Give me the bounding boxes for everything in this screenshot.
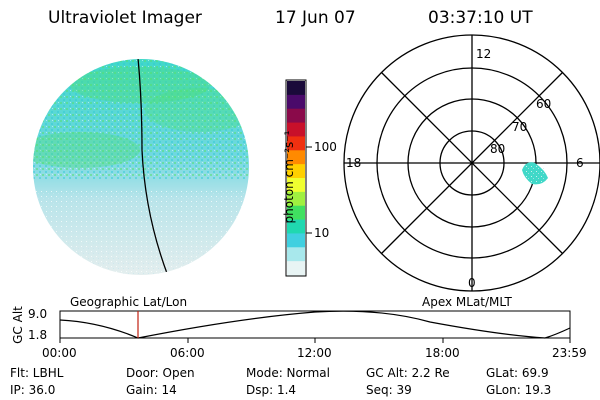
mlt-label-18: 18 (346, 156, 362, 170)
timeline-xtick-4: 23:59 (552, 346, 587, 360)
mlt-label-6: 6 (576, 156, 584, 170)
timeline-ytick-bottom: 1.8 (28, 328, 48, 342)
mlat-label-60: 60 (536, 97, 552, 111)
colorbar-tick-10: 10 (314, 226, 330, 240)
mlt-label-12: 12 (476, 47, 492, 61)
colorbar-segment (287, 94, 305, 110)
colorbar (285, 79, 312, 277)
timeline-ytick-top: 9.0 (28, 307, 48, 321)
info-dsp: Dsp: 1.4 (246, 383, 297, 397)
time-label: 03:37:10 UT (428, 8, 533, 28)
colorbar-segment (287, 81, 305, 96)
mlat-label-80: 80 (490, 142, 506, 156)
colorbar-segment (287, 136, 305, 151)
info-gain: Gain: 14 (126, 383, 177, 397)
colorbar-tick-100: 100 (314, 140, 337, 154)
auroral-blob (522, 162, 548, 185)
info-glon: GLon: 19.3 (486, 383, 552, 397)
info-mode: Mode: Normal (246, 366, 330, 380)
colorbar-segment (287, 122, 305, 137)
colorbar-segment (287, 191, 305, 207)
apex-caption: Apex MLat/MLT (422, 295, 512, 309)
timeline-ylabel: GC Alt (11, 306, 25, 344)
timeline-xtick-2: 12:00 (297, 346, 332, 360)
info-gcalt: GC Alt: 2.2 Re (366, 366, 450, 380)
mlt-label-0: 0 (468, 276, 476, 290)
orbit-timeline (59, 310, 571, 343)
terminator-line (137, 59, 169, 275)
date-label: 17 Jun 07 (275, 8, 356, 28)
colorbar-segment (287, 247, 305, 262)
instrument-title: Ultraviolet Imager (48, 8, 202, 28)
info-flt: Flt: LBHL (10, 366, 64, 380)
colorbar-segment (287, 205, 305, 221)
timeline-xtick-0: 00:00 (42, 346, 77, 360)
colorbar-segment (287, 178, 305, 193)
uv-image-disk (33, 59, 249, 275)
geographic-caption: Geographic Lat/Lon (70, 295, 188, 309)
mlat-label-70: 70 (512, 120, 528, 134)
info-glat: GLat: 69.9 (486, 366, 549, 380)
info-ip: IP: 36.0 (10, 383, 56, 397)
colorbar-segment (287, 164, 305, 179)
colorbar-segment (287, 219, 305, 234)
colorbar-segment (287, 261, 305, 276)
timeline-xtick-1: 06:00 (170, 346, 205, 360)
timeline-xtick-3: 18:00 (425, 346, 460, 360)
info-seq: Seq: 39 (366, 383, 412, 397)
info-door: Door: Open (126, 366, 195, 380)
colorbar-segment (287, 150, 305, 165)
colorbar-unit-label: photon cm⁻²s⁻¹ (282, 130, 296, 224)
polar-plot (343, 34, 600, 292)
colorbar-segment (287, 108, 305, 124)
colorbar-segment (287, 233, 305, 248)
